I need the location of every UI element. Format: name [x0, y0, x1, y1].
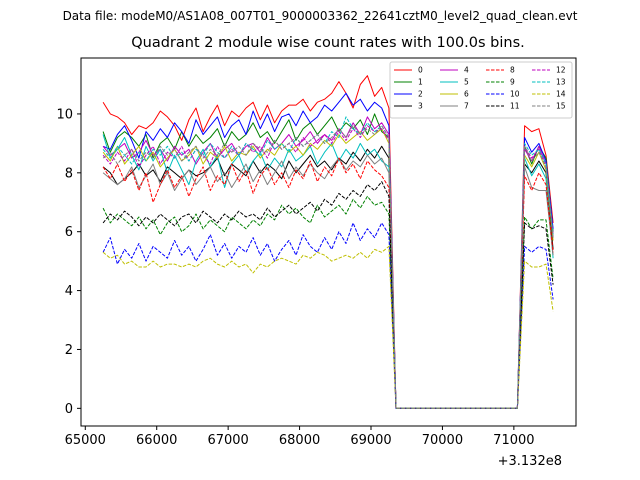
figure-suptitle: Data file: modeM0/AS1A08_007T01_90000033… [62, 9, 578, 23]
legend-label-15: 15 [556, 102, 566, 111]
legend-label-1: 1 [418, 78, 423, 87]
series-line-4 [102, 116, 554, 409]
series-line-9 [102, 195, 554, 409]
x-axis-offset-label: +3.132e8 [498, 454, 562, 469]
legend-label-4: 4 [464, 66, 469, 75]
chart-title: Quadrant 2 module wise count rates with … [131, 35, 525, 51]
series-line-10 [102, 222, 554, 409]
series-line-1 [102, 113, 554, 409]
x-axis: 65000 66000 67000 68000 69000 70000 71000 [65, 426, 535, 448]
series-line-0 [102, 75, 554, 409]
x-tick-label: 65000 [65, 433, 106, 448]
series-line-13 [102, 116, 554, 409]
y-tick-label: 0 [65, 402, 73, 417]
legend-label-13: 13 [556, 78, 566, 87]
legend-label-10: 10 [510, 90, 520, 99]
series-line-5 [102, 134, 554, 409]
x-tick-label: 66000 [136, 433, 177, 448]
x-tick-label: 67000 [207, 433, 248, 448]
y-tick-label: 6 [65, 225, 73, 240]
legend-label-0: 0 [418, 66, 423, 75]
legend-label-7: 7 [464, 102, 469, 111]
y-tick-label: 10 [56, 107, 73, 122]
series-line-12 [102, 125, 554, 409]
legend-label-6: 6 [464, 90, 469, 99]
series-line-8 [102, 157, 554, 409]
legend-label-9: 9 [510, 78, 515, 87]
x-tick-label: 71000 [493, 433, 534, 448]
series-layer [102, 75, 554, 409]
x-tick-label: 69000 [350, 433, 391, 448]
series-line-7 [102, 154, 554, 409]
x-tick-label: 70000 [422, 433, 463, 448]
series-line-15 [102, 125, 554, 409]
legend-label-11: 11 [510, 102, 520, 111]
series-line-14 [102, 245, 554, 409]
series-line-3 [102, 145, 554, 409]
y-tick-label: 8 [65, 166, 73, 181]
y-tick-label: 2 [65, 343, 73, 358]
legend-label-12: 12 [556, 66, 566, 75]
legend-label-3: 3 [418, 102, 423, 111]
series-line-11 [102, 181, 554, 409]
y-tick-label: 4 [65, 284, 73, 299]
x-tick-label: 68000 [279, 433, 320, 448]
legend-label-2: 2 [418, 90, 423, 99]
legend-label-8: 8 [510, 66, 515, 75]
y-axis: 0 2 4 6 8 10 [56, 107, 81, 417]
legend-label-14: 14 [556, 90, 566, 99]
axes-frame [80, 57, 577, 427]
legend-label-5: 5 [464, 78, 469, 87]
legend-box [389, 61, 573, 119]
